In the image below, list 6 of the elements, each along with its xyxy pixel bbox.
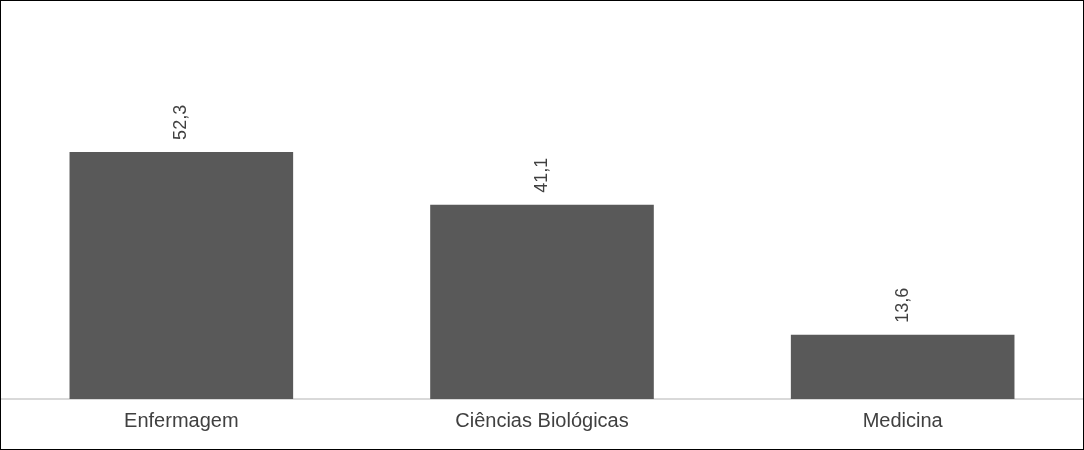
x-tick-label: Ciências Biológicas: [455, 408, 629, 431]
x-tick-label: Enfermagem: [124, 408, 239, 431]
data-label: 41,1: [530, 157, 551, 193]
data-label: 13,6: [891, 287, 912, 323]
data-label: 52,3: [170, 104, 191, 140]
x-tick-label: Medicina: [862, 408, 944, 431]
